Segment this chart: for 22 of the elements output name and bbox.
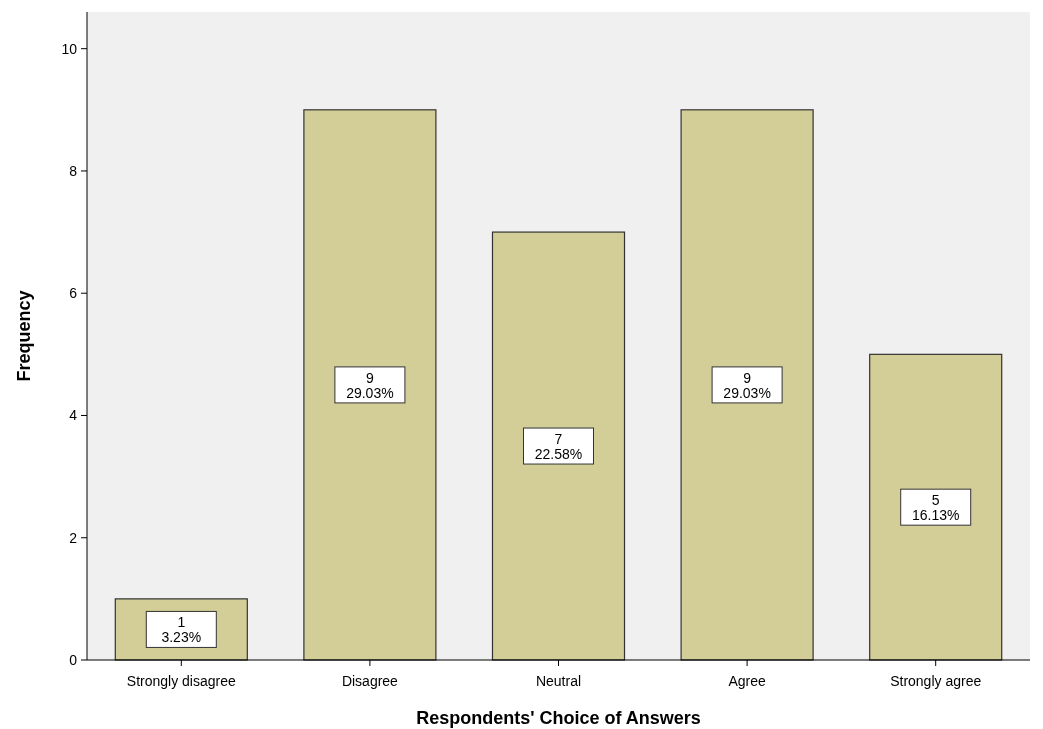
y-tick-label: 10: [61, 40, 78, 57]
bar: [680, 109, 814, 661]
y-tick-label: 8: [69, 162, 78, 179]
bar: [869, 353, 1003, 661]
data-label: 7 22.58%: [534, 431, 583, 463]
y-tick-label: 4: [69, 407, 78, 424]
x-tick-label: Strongly disagree: [126, 673, 236, 689]
x-tick-label: Strongly agree: [890, 673, 982, 689]
y-axis-title: Frequency: [14, 290, 34, 382]
bar: [303, 109, 437, 661]
x-tick-label: Neutral: [535, 673, 582, 689]
x-tick-label: Disagree: [341, 673, 399, 689]
data-label: 9 29.03%: [346, 369, 394, 401]
y-tick-label: 2: [69, 529, 78, 546]
x-tick-label: Agree: [728, 673, 766, 689]
y-tick-label: 6: [69, 285, 78, 302]
data-label: 1 3.23%: [161, 614, 202, 646]
data-label: 9 29.03%: [723, 369, 771, 401]
bar: [491, 231, 626, 661]
data-label: 5 16.13%: [911, 492, 960, 524]
x-axis-title: Respondents' Choice of Answers: [416, 708, 701, 728]
y-tick-label: 0: [69, 651, 78, 668]
